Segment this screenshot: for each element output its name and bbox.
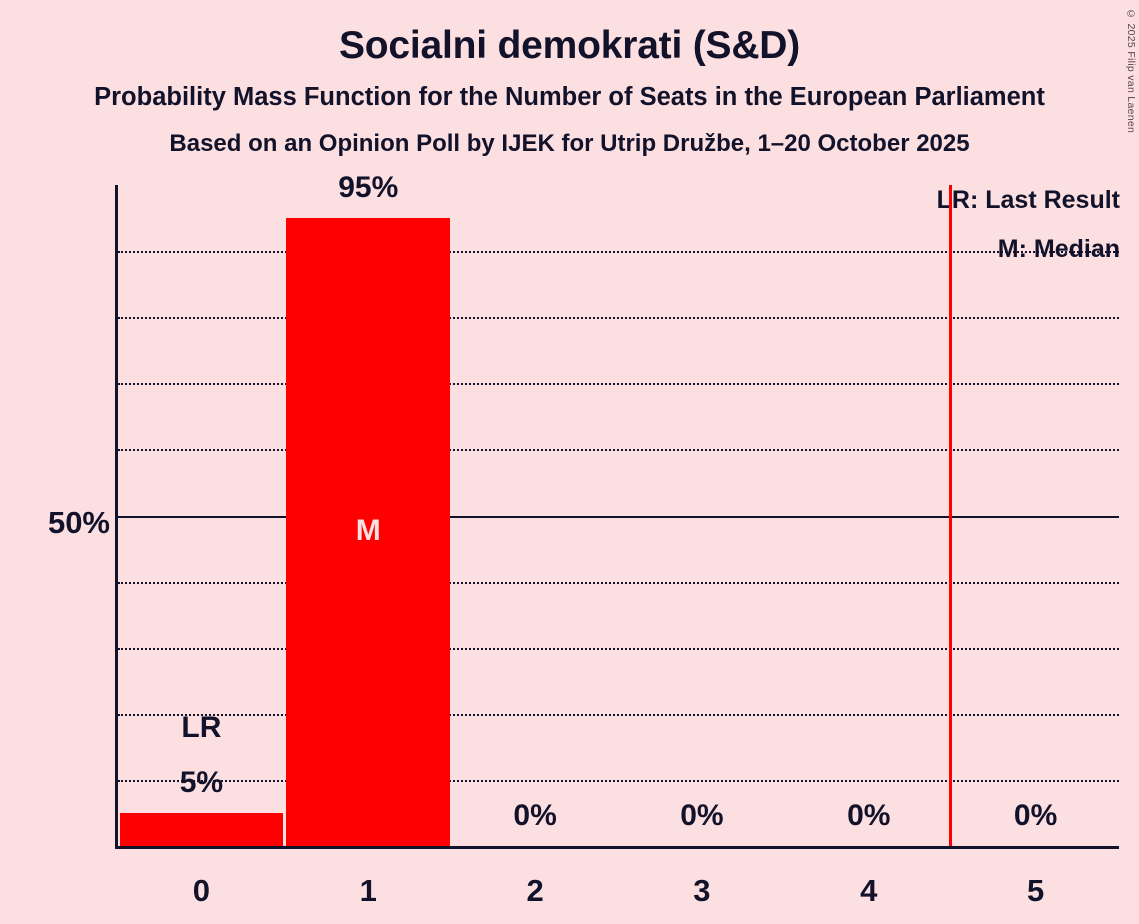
value-label-1: 95% [338,171,399,205]
legend: LR: Last Result M: Median [937,185,1120,262]
title-block: Socialni demokrati (S&D) Probability Mas… [0,0,1139,156]
value-label-3: 0% [680,799,724,832]
y-axis-line [115,185,118,846]
gridline-80 [118,317,1119,320]
last-result-line [948,185,952,846]
x-axis-line [115,846,1119,849]
gridline-60 [118,449,1119,452]
page-title: Socialni demokrati (S&D) [338,24,801,67]
bar-0[interactable] [119,812,284,846]
y-axis-tick-label-50: 50% [47,505,110,540]
x-axis-tick-0: 0 [192,873,211,908]
legend-item-median: M: Median [997,235,1120,263]
gridline-40 [118,581,1119,584]
copyright-notice: © 2025 Filip van Laenen [1125,8,1137,134]
x-axis-tick-4: 4 [860,873,878,908]
gridline-10 [118,779,1119,782]
chart-plot-area: 5% LR M 95% 0% 0% 0% 0% [115,173,1119,849]
x-axis-tick-3: 3 [693,873,711,908]
gridline-50 [118,515,1119,518]
last-result-marker: LR [181,710,222,744]
chart-subtitle: Probability Mass Function for the Number… [94,83,1045,111]
value-label-5: 0% [1013,799,1058,832]
value-label-2: 0% [513,799,557,832]
median-marker: M [355,514,381,548]
gridline-30 [118,647,1119,650]
gridline-90 [118,251,1119,254]
x-axis-tick-5: 5 [1026,873,1045,908]
bar-1[interactable]: M [286,218,451,846]
chart-source-note: Based on an Opinion Poll by IJEK for Utr… [169,129,970,157]
x-axis-tick-2: 2 [526,873,544,908]
gridline-20 [118,713,1119,716]
gridline-70 [118,383,1119,386]
value-label-0: 5% [179,765,224,799]
x-axis-tick-1: 1 [359,873,377,908]
value-label-4: 0% [847,799,891,832]
legend-item-last-result: LR: Last Result [936,186,1120,214]
